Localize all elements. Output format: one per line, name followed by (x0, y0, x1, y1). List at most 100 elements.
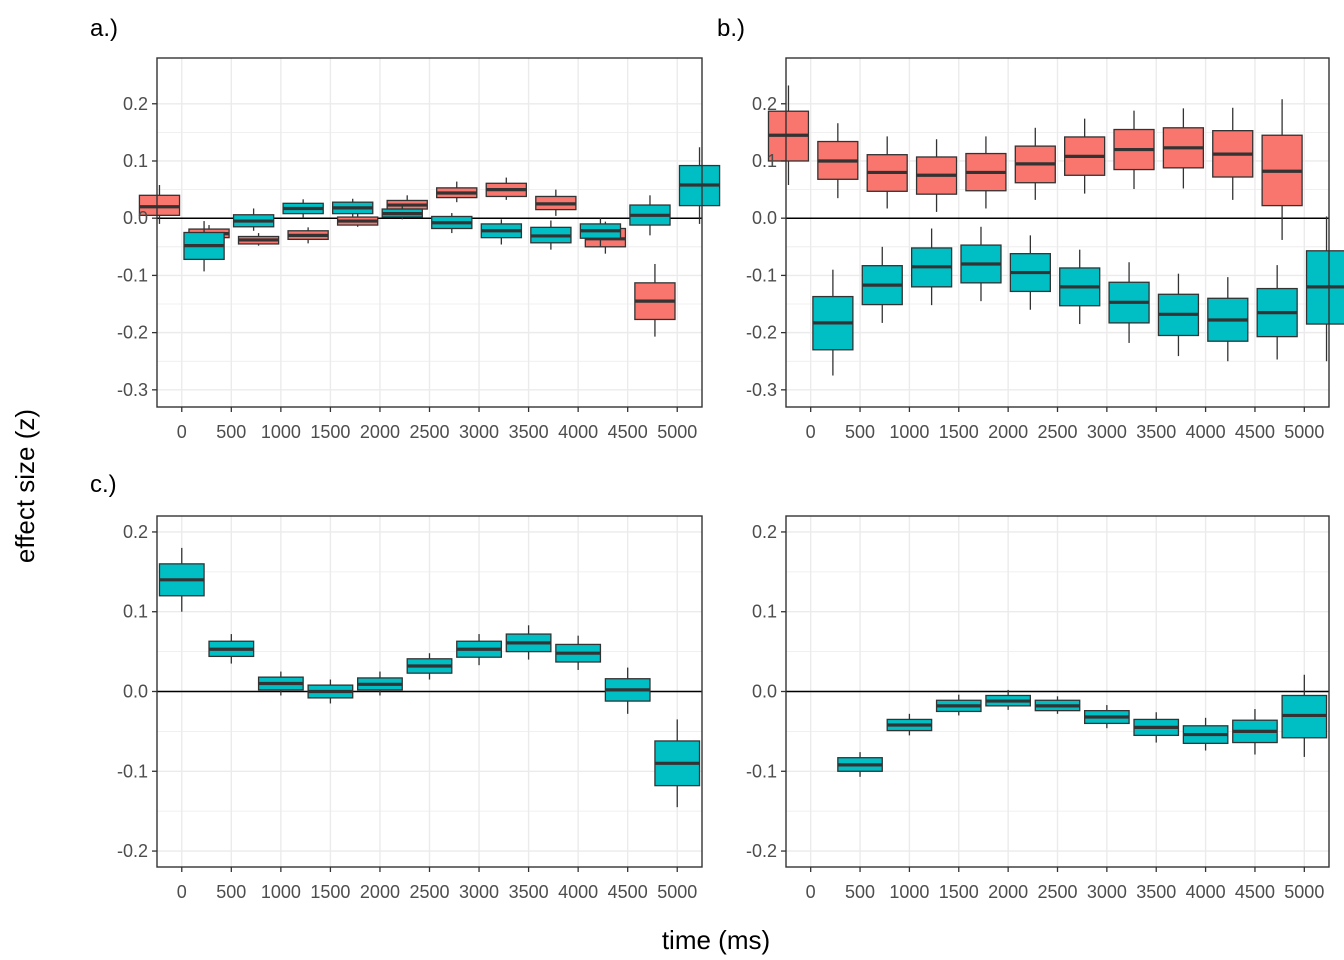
box-500 (208, 634, 255, 664)
y-tick-label: 0.1 (123, 151, 148, 171)
panel-2: 0.2 0.1 0.0 -0.1 -0.2 -0.3 0 500 1000 1500 2000 250… (717, 15, 1344, 442)
x-tick-label: 5000 (657, 882, 697, 902)
box-2000 (381, 205, 423, 220)
x-tick-label: 5000 (657, 422, 697, 442)
box-4000 (579, 218, 622, 247)
x-tick-label: 5000 (1284, 882, 1324, 902)
box-0 (812, 269, 854, 376)
x-tick-label: 0 (177, 422, 187, 442)
box-500 (861, 246, 903, 323)
panel-3: 0.2 0.1 0.0 -0.1 -0.2 0 500 1000 1500 2000 2500 300… (90, 471, 703, 902)
box-3000 (436, 181, 478, 203)
y-tick-label: 0.0 (123, 682, 148, 702)
box-3500 (1157, 273, 1200, 357)
series-teal (183, 147, 721, 272)
x-tick-label: 1500 (939, 422, 979, 442)
y-axis-title: effect size (z) (10, 409, 40, 563)
box-4500 (629, 195, 671, 236)
box-5000 (1281, 674, 1328, 757)
box-3000 (480, 219, 523, 245)
box-2500 (431, 213, 473, 234)
box-1000 (257, 671, 304, 696)
y-tick-label: -0.1 (117, 761, 148, 781)
x-tick-label: 1500 (939, 882, 979, 902)
box-4500 (1212, 107, 1254, 200)
x-tick-label: 3000 (1087, 422, 1127, 442)
y-tick-label: 0.1 (752, 602, 777, 622)
x-tick-label: 2000 (360, 882, 400, 902)
box-5000 (1261, 99, 1303, 240)
box-4000 (1182, 717, 1229, 751)
x-tick-label: 2500 (409, 882, 449, 902)
y-tick-label: 0.2 (123, 522, 148, 542)
box-2500 (406, 653, 453, 680)
y-tick-label: -0.2 (746, 323, 777, 343)
y-tick-label: -0.1 (117, 265, 148, 285)
y-tick-label: -0.2 (746, 841, 777, 861)
box-1000 (237, 233, 280, 246)
box-5000 (678, 147, 721, 224)
x-tick-label: 4000 (558, 882, 598, 902)
box-3500 (1113, 110, 1155, 190)
box-4500 (604, 667, 651, 714)
x-tick-label: 4000 (1186, 882, 1226, 902)
x-tick-label: 4500 (608, 422, 648, 442)
x-tick-label: 0 (806, 882, 816, 902)
box-0 (138, 185, 181, 224)
box-3500 (505, 625, 552, 660)
box-1500 (935, 694, 982, 716)
box-1000 (886, 713, 933, 736)
box-5000 (1305, 216, 1344, 362)
series-red (767, 85, 1303, 240)
panel-tag: b.) (717, 15, 745, 42)
box-2500 (1014, 127, 1056, 200)
x-tick-label: 0 (806, 422, 816, 442)
x-tick-label: 500 (845, 882, 875, 902)
box-1000 (866, 136, 908, 209)
x-tick-label: 1000 (889, 882, 929, 902)
box-4500 (1232, 709, 1278, 755)
y-tick-label: 0.0 (752, 682, 777, 702)
box-500 (817, 123, 859, 199)
box-3000 (1084, 705, 1130, 729)
box-5000 (654, 719, 701, 808)
x-tick-label: 1000 (261, 422, 301, 442)
y-tick-label: 0.2 (123, 94, 148, 114)
panel-1: 0.2 0.1 0.0 -0.1 -0.2 -0.3 0 500 1000 1500 2000 250… (90, 15, 721, 442)
x-tick-label: 2000 (360, 422, 400, 442)
x-tick-label: 1000 (889, 422, 929, 442)
y-tick-label: -0.2 (117, 323, 148, 343)
series-teal (837, 674, 1328, 777)
x-tick-label: 5000 (1284, 422, 1324, 442)
x-tick-label: 1000 (261, 882, 301, 902)
x-tick-label: 1500 (310, 422, 350, 442)
box-2000 (336, 213, 379, 227)
box-1500 (331, 198, 374, 217)
box-3000 (1064, 118, 1106, 194)
y-tick-label: -0.2 (117, 841, 148, 861)
x-tick-label: 4000 (1186, 422, 1226, 442)
box-0 (183, 221, 225, 272)
y-tick-label: -0.3 (117, 380, 148, 400)
x-tick-label: 4500 (1235, 882, 1275, 902)
box-2500 (1034, 696, 1081, 714)
box-2000 (357, 671, 403, 696)
x-tick-label: 3500 (509, 882, 549, 902)
box-500 (837, 752, 883, 777)
box-1500 (960, 226, 1002, 302)
box-2000 (965, 136, 1007, 209)
box-3500 (530, 220, 572, 250)
box-0 (767, 85, 810, 186)
x-tick-label: 4000 (558, 422, 598, 442)
x-tick-label: 3500 (1136, 882, 1176, 902)
x-tick-label: 500 (216, 882, 246, 902)
y-tick-label: 0.0 (752, 208, 777, 228)
x-tick-label: 4500 (1235, 422, 1275, 442)
y-tick-label: -0.1 (746, 761, 777, 781)
x-tick-label: 3000 (1087, 882, 1127, 902)
box-1500 (915, 139, 958, 212)
y-tick-label: 0.1 (752, 151, 777, 171)
x-tick-label: 3500 (1136, 422, 1176, 442)
x-tick-label: 3000 (459, 422, 499, 442)
